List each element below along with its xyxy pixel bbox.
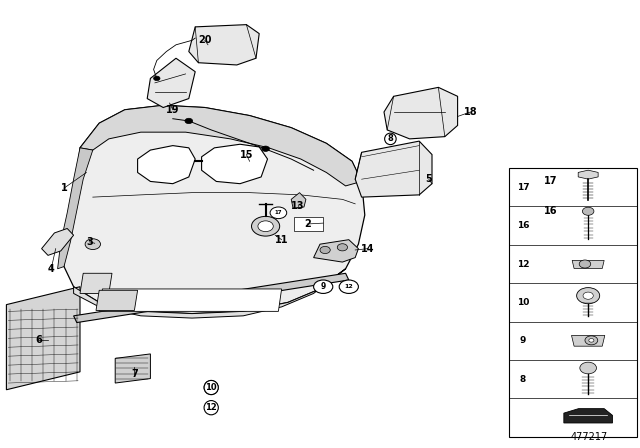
Text: 15: 15 [239,150,253,159]
Text: 10: 10 [205,383,217,392]
Text: 10: 10 [516,298,529,307]
Polygon shape [189,25,259,65]
Text: 11: 11 [275,235,289,245]
Text: 12: 12 [344,284,353,289]
Circle shape [262,146,269,151]
Polygon shape [74,273,349,323]
Text: 13: 13 [291,201,305,211]
Bar [294,217,323,231]
Circle shape [258,221,273,232]
Circle shape [185,118,193,124]
Text: 8: 8 [388,134,393,143]
Circle shape [583,292,593,299]
Text: 12: 12 [516,259,529,268]
Polygon shape [202,144,268,184]
Circle shape [270,207,287,219]
Circle shape [589,339,594,342]
Text: 19: 19 [166,105,180,115]
Circle shape [582,207,594,215]
Polygon shape [572,336,605,346]
Text: 4: 4 [48,264,54,274]
Polygon shape [578,170,598,179]
Polygon shape [99,289,282,311]
Polygon shape [96,290,138,310]
Circle shape [577,288,600,304]
Bar [509,168,637,437]
Text: 9: 9 [520,336,526,345]
Text: 1: 1 [61,183,67,193]
Polygon shape [355,141,432,197]
Polygon shape [384,87,458,139]
Circle shape [85,239,100,250]
Polygon shape [291,193,306,208]
Polygon shape [58,148,93,269]
Text: 17: 17 [275,210,282,215]
Polygon shape [147,58,195,108]
Polygon shape [564,409,612,423]
Polygon shape [314,240,358,262]
Circle shape [320,246,330,254]
Text: 8: 8 [520,375,526,383]
Text: 17: 17 [516,183,529,192]
Text: 6: 6 [35,336,42,345]
Circle shape [314,280,333,293]
Text: 9: 9 [321,282,326,291]
Polygon shape [74,269,346,318]
Polygon shape [80,105,362,186]
Polygon shape [115,354,150,383]
Polygon shape [572,260,604,268]
Circle shape [339,280,358,293]
Text: 12: 12 [205,403,217,412]
Polygon shape [80,273,112,293]
Text: 18: 18 [463,107,477,117]
Text: 10: 10 [205,383,217,392]
Circle shape [337,244,348,251]
Polygon shape [42,228,74,255]
Circle shape [252,216,280,236]
Text: 14: 14 [361,244,375,254]
Circle shape [579,260,591,268]
Circle shape [580,362,596,374]
Circle shape [154,76,160,81]
Text: 20: 20 [198,35,212,45]
Text: 3: 3 [86,237,93,247]
Text: 2: 2 [304,219,310,229]
Text: 477217: 477217 [570,432,607,442]
Text: 17: 17 [543,177,557,186]
Polygon shape [6,287,80,390]
Circle shape [585,336,598,345]
Polygon shape [64,105,365,314]
Text: 7: 7 [131,369,138,379]
Text: 16: 16 [543,206,557,215]
Text: 16: 16 [516,221,529,230]
Text: 5: 5 [426,174,432,184]
Polygon shape [138,146,195,184]
